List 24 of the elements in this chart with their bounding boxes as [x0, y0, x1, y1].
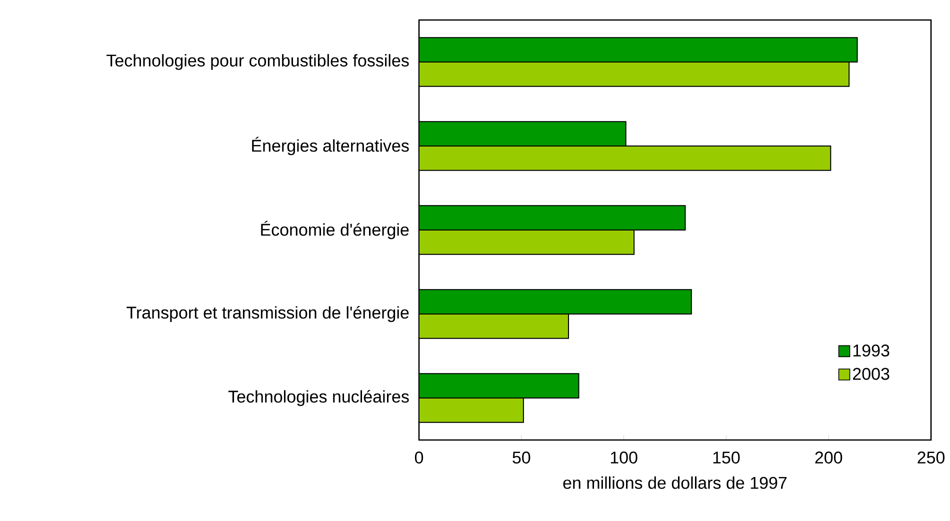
legend-label: 2003	[853, 368, 890, 380]
bar	[419, 398, 524, 423]
x-tick-label: 200	[815, 452, 842, 464]
x-tick-label: 0	[414, 452, 424, 464]
y-tick-label: Économie d'énergie	[261, 220, 409, 240]
bar	[419, 146, 832, 171]
legend-label: 1993	[853, 344, 890, 357]
y-tick-label: Transport et transmission de l'énergie	[126, 306, 409, 322]
y-tick-label: Énergies alternatives	[252, 136, 409, 156]
bar	[419, 121, 626, 147]
bar	[419, 37, 858, 63]
x-tick-label: 100	[610, 452, 638, 464]
bar	[419, 373, 580, 399]
y-tick-label: Technologies pour combustibles fossiles	[106, 54, 409, 70]
y-tick-label: Technologies nucléaires	[228, 390, 409, 406]
bar	[419, 205, 686, 231]
x-tick-label: 50	[512, 452, 530, 464]
bar	[419, 62, 850, 87]
bar	[419, 230, 635, 255]
x-tick-label: 250	[918, 452, 945, 464]
x-axis-title: en millions de dollars de 1997	[563, 476, 787, 489]
bar	[419, 289, 692, 315]
bar	[419, 314, 570, 339]
x-tick-label: 150	[713, 452, 740, 464]
